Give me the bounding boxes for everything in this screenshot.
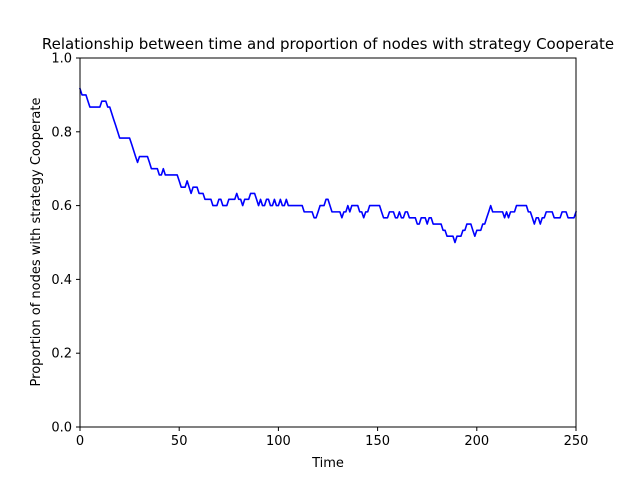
x-axis: 0 50 100 150 200 250 (76, 427, 589, 449)
series-layer (78, 87, 578, 244)
y-axis-label: Proportion of nodes with strategy Cooper… (29, 98, 44, 387)
x-tick-label: 50 (171, 434, 188, 449)
y-axis: 0.0 0.2 0.4 0.6 0.8 1.0 (51, 52, 80, 436)
plot-frame (79, 57, 577, 428)
plot-background (80, 58, 576, 427)
plot-area (78, 57, 578, 428)
x-tick-label: 250 (564, 434, 589, 449)
x-tick-label: 200 (464, 434, 489, 449)
x-tick-label: 100 (266, 434, 291, 449)
x-tick-label: 0 (76, 434, 84, 449)
x-tick-label: 150 (365, 434, 390, 449)
y-tick-label: 0.0 (51, 421, 72, 436)
y-tick-label: 1.0 (51, 52, 72, 67)
y-tick-label: 0.2 (51, 347, 72, 362)
y-tick-label: 0.4 (51, 273, 72, 288)
chart-title: Relationship between time and proportion… (42, 35, 614, 53)
x-axis-label: Time (311, 456, 344, 471)
y-tick-label: 0.6 (51, 199, 72, 214)
y-tick-label: 0.8 (51, 125, 72, 140)
series-line (78, 87, 578, 244)
